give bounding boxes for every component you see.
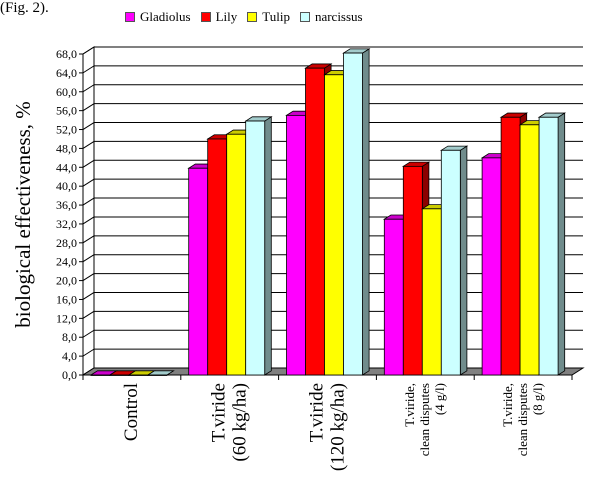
y-tick-label: 64,0 [56, 66, 77, 80]
gridline-diagonal [82, 159, 95, 168]
gridline-diagonal [82, 254, 95, 263]
bar-front [128, 374, 149, 376]
legend-item-4: narcissus [299, 9, 363, 25]
bar-side [264, 116, 272, 376]
legend-swatch [125, 12, 135, 22]
bar-narcissus-5 [537, 112, 567, 376]
legend: Gladiolus Lily Tulip narcissus [125, 9, 363, 25]
bar-front [519, 124, 540, 376]
gridline-diagonal [82, 292, 95, 300]
bar-front [188, 167, 209, 376]
legend-swatch [299, 12, 310, 22]
y-tick-label: 24,0 [56, 255, 77, 269]
y-tick-label: 12,0 [56, 311, 77, 325]
page-title-fragment: (Fig. 2). [0, 0, 49, 16]
bar-front [109, 374, 130, 376]
gridline-diagonal [82, 329, 95, 338]
legend-item-3: Tulip [247, 9, 290, 25]
y-tick-label: 52,0 [56, 123, 77, 137]
bar-side [459, 145, 468, 376]
gridline-diagonal [82, 348, 95, 357]
legend-swatch [200, 12, 211, 22]
bar-front [207, 138, 228, 376]
bar-front [286, 114, 306, 376]
side-wall [82, 46, 95, 376]
gridline-diagonal [82, 178, 95, 187]
y-tick-label: 60,0 [56, 85, 77, 99]
x-category-label: clean disputes [515, 383, 530, 456]
x-category-label: clean disputes [417, 383, 432, 456]
y-tick-label: 4,0 [62, 349, 77, 363]
x-category-label: T.viride, [500, 383, 515, 427]
bar-front [500, 116, 521, 376]
legend-label: Tulip [262, 9, 290, 24]
legend-label: Gladiolus [140, 9, 191, 24]
bar-narcissus-2 [244, 116, 273, 376]
legend-swatch [247, 12, 258, 22]
x-category-label: T.viride, [402, 383, 417, 427]
bar-front [343, 52, 363, 376]
bar-front [383, 218, 404, 376]
gridline-diagonal [82, 216, 95, 225]
bar-front [324, 74, 344, 376]
bar-front [402, 165, 423, 376]
bar-front [421, 208, 442, 376]
x-category-label: Control [121, 383, 142, 441]
bar-front [226, 133, 247, 376]
bar-front [440, 149, 461, 376]
y-tick-label: 20,0 [56, 274, 77, 288]
legend-item-2: Lily [200, 9, 238, 25]
gridline-diagonal [82, 235, 95, 244]
y-tick-label: 28,0 [56, 236, 77, 250]
x-category-label: (4 g/l) [432, 383, 447, 415]
gridline-diagonal [82, 310, 95, 319]
legend-label: Lily [215, 9, 238, 24]
bar-front [90, 374, 111, 376]
x-category-label: T.viride [208, 383, 229, 442]
y-tick-label: 36,0 [56, 198, 77, 212]
x-category-label: T.viride [306, 383, 327, 442]
bar-front [481, 157, 502, 376]
y-tick-label: 44,0 [56, 160, 77, 174]
y-tick-label: 68,0 [56, 47, 77, 61]
y-tick-label: 8,0 [62, 330, 77, 344]
legend-item-1: Gladiolus [125, 9, 191, 25]
x-category-label: (60 kg/ha) [229, 383, 250, 462]
bar-front [538, 116, 559, 376]
y-tick-label: 32,0 [56, 217, 77, 231]
y-tick-label: 56,0 [56, 104, 77, 118]
gridline-diagonal [82, 103, 95, 112]
bar-side [557, 112, 566, 376]
gridline-diagonal [82, 46, 95, 55]
bar-narcissus-1 [146, 370, 175, 376]
y-tick-label: 40,0 [56, 179, 77, 193]
gridline-diagonal [82, 122, 95, 130]
y-tick-label: 48,0 [56, 141, 77, 155]
bar-front [245, 120, 266, 376]
bar-side [362, 48, 370, 376]
gridline-diagonal [82, 140, 95, 149]
bar-front [147, 374, 168, 376]
bar-front [305, 67, 325, 376]
legend-label: narcissus [314, 9, 363, 24]
y-tick-label: 16,0 [56, 292, 77, 306]
x-category-label: (120 kg/ha) [327, 383, 348, 471]
gridline-diagonal [82, 273, 95, 282]
y-tick-label: 0,0 [62, 368, 77, 382]
gridline-diagonal [82, 65, 95, 74]
gridline-diagonal [82, 197, 95, 206]
x-category-label: (8 g/l) [530, 383, 545, 415]
bar-narcissus-3 [342, 48, 371, 376]
bar-narcissus-4 [439, 145, 469, 376]
gridline-diagonal [82, 84, 95, 93]
y-axis-label: biological effectiveness, % [11, 101, 35, 327]
